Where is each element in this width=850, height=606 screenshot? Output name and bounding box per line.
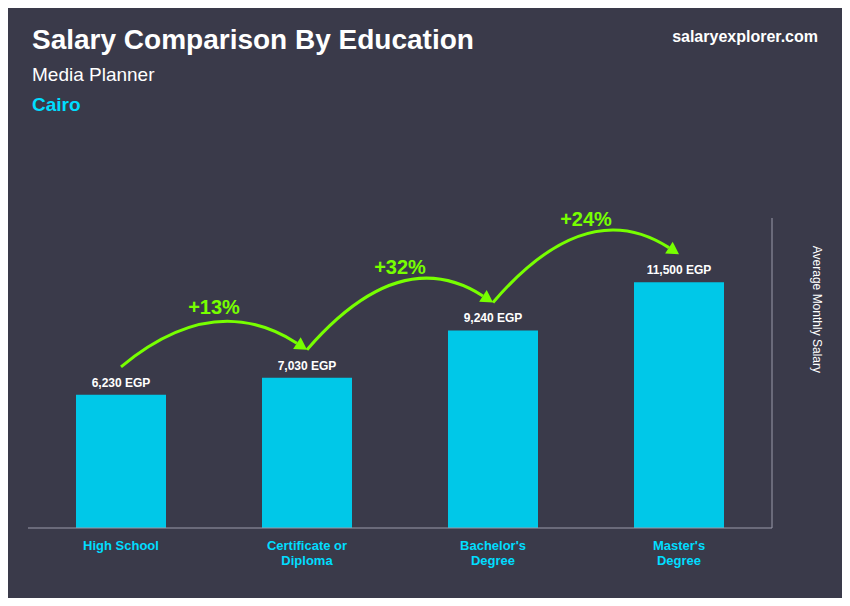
html-text:Cairo: Cairo: [32, 94, 81, 115]
svg-text:Certificate orDiploma: Certificate orDiploma: [267, 538, 347, 568]
svg-text:9,240 EGP: 9,240 EGP: [464, 311, 523, 325]
html-text:Media Planner: Media Planner: [32, 64, 155, 85]
svg-text:Bachelor'sDegree: Bachelor'sDegree: [460, 538, 526, 568]
svg-text:Average Monthly Salary: Average Monthly Salary: [810, 246, 824, 373]
svg-text:Master'sDegree: Master'sDegree: [653, 538, 705, 568]
svg-text:+32%: +32%: [374, 256, 426, 278]
svg-text:+24%: +24%: [560, 208, 612, 230]
html-text:salaryexplorer.com: salaryexplorer.com: [672, 28, 818, 45]
html-text:Salary Comparison By Education: Salary Comparison By Education: [32, 24, 474, 55]
svg-text:11,500 EGP: 11,500 EGP: [647, 263, 712, 277]
svg-text:High School: High School: [83, 538, 159, 553]
svg-text:6,230 EGP: 6,230 EGP: [92, 376, 151, 390]
svg-text:7,030 EGP: 7,030 EGP: [278, 359, 337, 373]
svg-text:+13%: +13%: [188, 296, 240, 318]
